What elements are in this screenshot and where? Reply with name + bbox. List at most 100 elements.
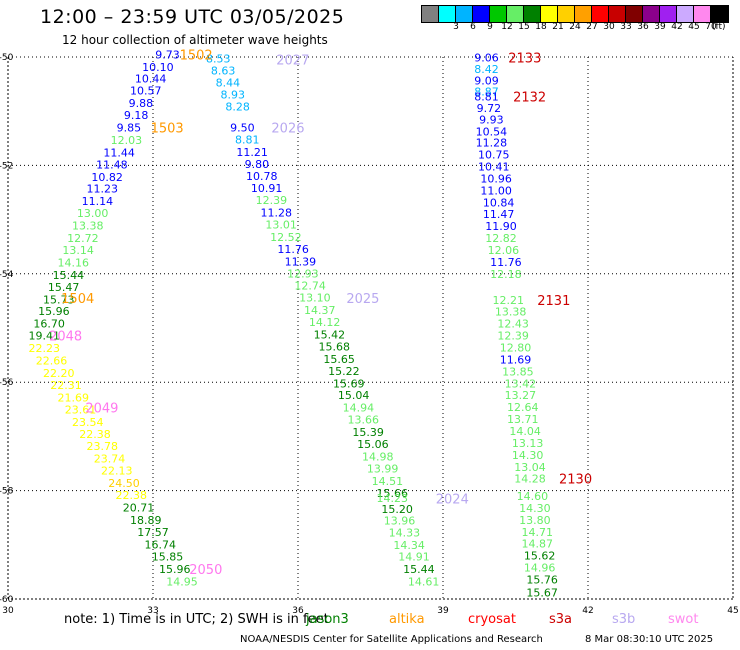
- wave-height-observation: 22.66: [36, 355, 68, 368]
- wave-height-observation: 13.38: [72, 220, 104, 233]
- orbit-pass-label: 2132: [513, 91, 546, 106]
- colorbar-swatch: [575, 6, 592, 22]
- wave-height-observation: 14.61: [408, 576, 440, 589]
- wave-height-observation: 10.78: [246, 170, 278, 183]
- wave-height-observation: 15.44: [403, 563, 435, 576]
- wave-height-observation: 9.18: [124, 109, 149, 122]
- legend-entry-jason3: jason3: [306, 612, 349, 627]
- wave-height-observation: 14.94: [343, 402, 375, 415]
- orbit-pass-label: 1502: [180, 48, 213, 63]
- orbit-pass-label: 2025: [346, 292, 379, 307]
- wave-height-observation: 14.71: [522, 526, 554, 539]
- wave-height-observation: 23.61: [65, 403, 97, 416]
- wave-height-observation: 22.23: [29, 342, 61, 355]
- wave-height-observation: 22.20: [43, 367, 75, 380]
- colorbar-label: 45: [688, 22, 700, 32]
- wave-height-observation: 13.42: [505, 377, 537, 390]
- wave-height-observation: 14.60: [517, 490, 549, 503]
- wave-height-observation: 12.64: [507, 401, 539, 414]
- wave-height-observation: 10.96: [480, 172, 512, 185]
- colorbar-swatch: [473, 6, 490, 22]
- wave-height-observation: 12.03: [111, 134, 143, 147]
- legend-entry-swot: swot: [668, 612, 699, 627]
- wave-height-observation: 17.57: [137, 526, 169, 539]
- wave-height-observation: 12.52: [270, 231, 302, 244]
- wave-height-observation: 12.80: [500, 342, 532, 355]
- wave-height-observation: 11.14: [82, 195, 114, 208]
- wave-height-observation: 14.91: [398, 551, 430, 564]
- wave-height-observation: 13.04: [514, 461, 546, 474]
- latitude-tick-label: -54: [0, 270, 14, 280]
- orbit-pass-label: 2131: [537, 294, 570, 309]
- wave-height-observation: 23.78: [87, 440, 119, 453]
- colorbar-swatch: [422, 6, 439, 22]
- wave-height-observation: 23.74: [94, 453, 126, 466]
- longitude-tick-label: 39: [437, 606, 449, 616]
- wave-height-observation: 12.74: [294, 280, 326, 293]
- wave-height-observation: 24.50: [108, 477, 140, 490]
- colorbar-swatch: [507, 6, 524, 22]
- wave-height-observation: 15.67: [526, 586, 558, 599]
- legend-entry-cryosat: cryosat: [468, 612, 516, 627]
- wave-height-observation: 9.88: [129, 97, 154, 110]
- wave-height-observation: 22.13: [101, 465, 133, 478]
- colorbar-swatch: [711, 6, 728, 22]
- wave-height-observation: 11.47: [483, 208, 515, 221]
- footer-note: note: 1) Time is in UTC; 2) SWH is in fe…: [64, 612, 329, 627]
- wave-height-observation: 15.44: [53, 269, 85, 282]
- wave-height-observation: 12.06: [488, 244, 520, 257]
- orbit-pass-label: 2026: [271, 121, 304, 136]
- wave-height-observation: 13.99: [367, 462, 399, 475]
- longitude-tick-label: 33: [147, 606, 158, 616]
- colorbar-label: 39: [654, 22, 666, 32]
- legend-entry-s3b: s3b: [612, 612, 636, 627]
- wave-height-observation: 12.21: [493, 294, 525, 307]
- wave-height-observation: 15.39: [352, 426, 384, 439]
- colorbar-swatch: [524, 6, 541, 22]
- colorbar-swatch: [609, 6, 626, 22]
- colorbar-swatch: [626, 6, 643, 22]
- colorbar-swatch: [456, 6, 473, 22]
- wave-height-observation: 14.98: [362, 450, 394, 463]
- colorbar-swatch: [541, 6, 558, 22]
- colorbar-label: 21: [552, 22, 564, 32]
- orbit-pass-label: 2027: [276, 54, 309, 69]
- longitude-tick-label: 45: [727, 606, 738, 616]
- wave-height-observation: 14.34: [393, 539, 425, 552]
- longitude-tick-label: 36: [292, 606, 304, 616]
- map-subtitle: 12 hour collection of altimeter wave hei…: [62, 33, 328, 47]
- colorbar-labels: 3 6 9 12 15 18 21 24 27 30 33 36 39 42 45 70 (ft): [421, 22, 740, 34]
- wave-height-observation: 22.38: [79, 428, 111, 441]
- wave-height-observation: 10.44: [135, 73, 167, 86]
- orbit-pass-label: 1503: [151, 121, 184, 136]
- wave-height-observation: 11.21: [236, 146, 268, 159]
- wave-height-observation: 13.13: [512, 437, 544, 450]
- wave-height-observation: 10.41: [478, 160, 510, 173]
- wave-height-observation: 14.30: [519, 502, 551, 515]
- wave-height-observation: 15.06: [357, 438, 389, 451]
- orbit-pass-label: 2050: [189, 563, 222, 578]
- wave-height-observation: 11.39: [285, 255, 317, 268]
- wave-height-observation: 13.00: [77, 207, 109, 220]
- wave-height-observation: 10.54: [476, 125, 508, 138]
- wave-height-observation: 14.87: [522, 538, 554, 551]
- wave-height-observation: 10.57: [130, 85, 162, 98]
- colorbar-label: 24: [569, 22, 581, 32]
- wave-height-observation: 8.28: [225, 100, 250, 113]
- orbit-pass-label: 1504: [61, 292, 94, 307]
- wave-height-observation: 12.82: [485, 232, 517, 245]
- wave-height-observation: 15.20: [381, 503, 413, 516]
- wave-height-observation: 15.96: [38, 305, 70, 318]
- longitude-tick-label: 42: [582, 606, 593, 616]
- wave-height-observation: 13.66: [348, 414, 380, 427]
- wave-height-observation: 10.75: [478, 149, 510, 162]
- wave-height-observation: 8.81: [474, 91, 499, 104]
- wave-height-observation: 12.72: [67, 232, 99, 245]
- wave-height-observation: 8.81: [235, 133, 260, 146]
- wave-height-observation: 11.76: [277, 243, 309, 256]
- wave-height-observation: 9.73: [155, 48, 180, 61]
- credit-line: NOAA/NESDIS Center for Satellite Applica…: [240, 634, 543, 645]
- wave-height-observation: 16.74: [145, 538, 177, 551]
- wave-height-observation: 13.27: [505, 389, 537, 402]
- longitude-tick-label: 30: [2, 606, 14, 616]
